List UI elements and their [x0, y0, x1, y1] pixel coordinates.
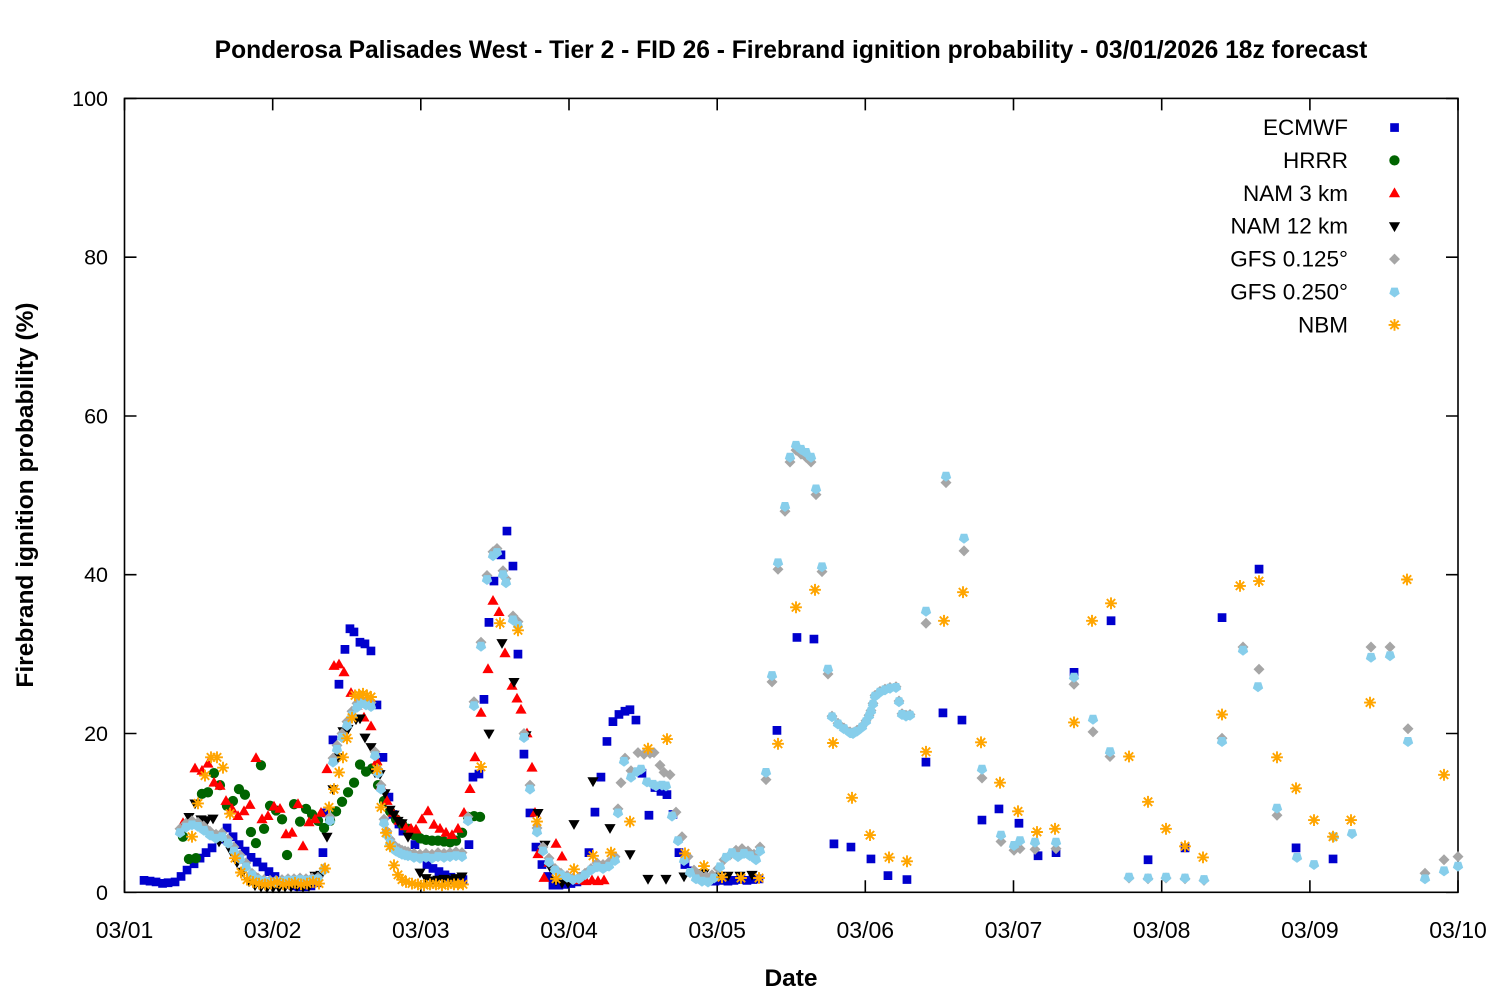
svg-text:03/08: 03/08	[1133, 917, 1191, 943]
svg-text:GFS 0.250°: GFS 0.250°	[1230, 280, 1348, 305]
svg-text:NAM 3 km: NAM 3 km	[1243, 181, 1348, 206]
svg-text:Ponderosa Palisades West - Tie: Ponderosa Palisades West - Tier 2 - FID …	[215, 37, 1368, 64]
svg-text:03/01: 03/01	[96, 917, 154, 943]
svg-text:80: 80	[84, 246, 108, 270]
svg-text:03/09: 03/09	[1281, 917, 1339, 943]
svg-text:40: 40	[84, 563, 108, 587]
svg-text:03/10: 03/10	[1429, 917, 1487, 943]
svg-text:GFS 0.125°: GFS 0.125°	[1230, 247, 1348, 272]
svg-text:03/06: 03/06	[837, 917, 895, 943]
svg-text:20: 20	[84, 722, 108, 746]
svg-text:03/04: 03/04	[540, 917, 598, 943]
svg-text:03/05: 03/05	[688, 917, 746, 943]
svg-text:Date: Date	[764, 965, 817, 992]
svg-text:03/07: 03/07	[985, 917, 1043, 943]
svg-text:03/02: 03/02	[244, 917, 302, 943]
svg-text:NBM: NBM	[1298, 312, 1348, 337]
svg-text:60: 60	[84, 405, 108, 429]
svg-text:ECMWF: ECMWF	[1263, 115, 1348, 140]
svg-text:03/03: 03/03	[392, 917, 450, 943]
svg-text:HRRR: HRRR	[1283, 148, 1348, 173]
svg-text:NAM 12 km: NAM 12 km	[1230, 214, 1348, 239]
svg-text:100: 100	[72, 87, 108, 111]
svg-text:Firebrand ignition probability: Firebrand ignition probability (%)	[12, 302, 39, 687]
svg-text:0: 0	[96, 881, 108, 905]
